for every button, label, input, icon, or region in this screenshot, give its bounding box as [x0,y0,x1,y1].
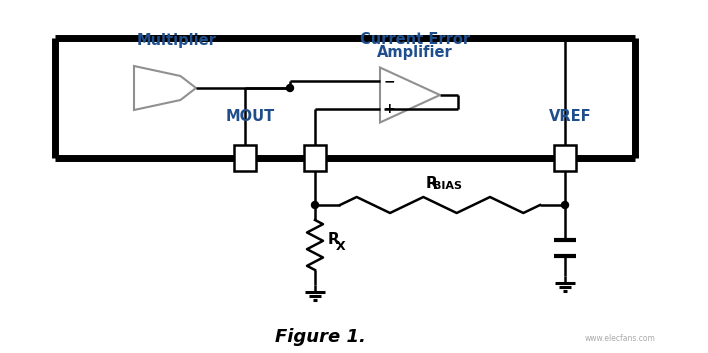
Text: Current Error: Current Error [360,32,470,47]
Text: R: R [426,175,438,191]
Text: +: + [383,102,395,116]
Bar [554,145,576,171]
Circle shape [287,84,294,91]
Text: Multiplier: Multiplier [137,33,217,48]
Bar [304,145,326,171]
Text: −: − [383,74,395,88]
Text: BIAS: BIAS [433,181,462,191]
Polygon shape [380,67,440,122]
Text: VREF: VREF [549,109,591,124]
Polygon shape [134,66,196,110]
Circle shape [312,202,319,209]
Text: X: X [336,240,346,253]
Text: Figure 1.: Figure 1. [275,328,365,346]
Text: R: R [328,233,340,247]
Bar [234,145,256,171]
Text: MOUT: MOUT [225,109,275,124]
Text: Amplifier: Amplifier [377,45,453,60]
Circle shape [561,202,569,209]
Text: www.elecfans.com: www.elecfans.com [585,334,656,343]
